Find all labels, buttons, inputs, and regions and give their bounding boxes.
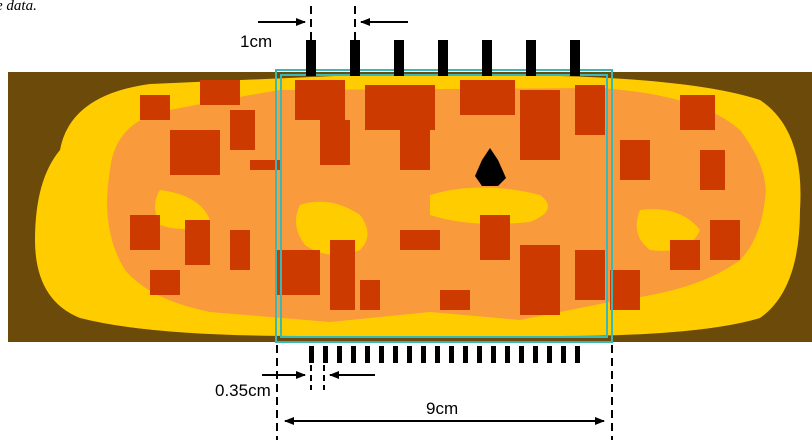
bottom-electrode bbox=[435, 346, 440, 363]
width-label: 9cm bbox=[426, 399, 458, 418]
bottom-electrode bbox=[323, 346, 328, 363]
bottom-electrode bbox=[491, 346, 496, 363]
bottom-electrode bbox=[407, 346, 412, 363]
bottom-spacing-label: 0.35cm bbox=[215, 381, 271, 400]
top-electrode bbox=[438, 40, 448, 76]
top-electrode bbox=[482, 40, 492, 76]
bottom-electrode bbox=[519, 346, 524, 363]
bottom-electrode bbox=[393, 346, 398, 363]
bottom-electrode bbox=[421, 346, 426, 363]
bottom-electrode bbox=[561, 346, 566, 363]
bottom-electrode bbox=[505, 346, 510, 363]
top-electrode bbox=[570, 40, 580, 76]
bottom-electrode bbox=[337, 346, 342, 363]
bottom-electrode bbox=[463, 346, 468, 363]
bottom-electrode bbox=[477, 346, 482, 363]
bottom-electrode bbox=[547, 346, 552, 363]
bottom-electrode bbox=[351, 346, 356, 363]
bottom-electrode bbox=[365, 346, 370, 363]
bottom-electrode bbox=[449, 346, 454, 363]
phantom-image bbox=[8, 72, 812, 342]
top-spacing-label: 1cm bbox=[240, 32, 272, 51]
top-electrode bbox=[350, 40, 360, 76]
red-patches bbox=[130, 80, 740, 315]
label-bg bbox=[238, 30, 282, 50]
top-electrode bbox=[526, 40, 536, 76]
bottom-electrode bbox=[575, 346, 580, 363]
caption-fragment: e data. bbox=[0, 0, 37, 14]
bottom-electrode bbox=[533, 346, 538, 363]
bottom-electrodes bbox=[309, 346, 580, 363]
bottom-electrode bbox=[379, 346, 384, 363]
top-electrodes bbox=[306, 40, 580, 76]
dimension-lines bbox=[258, 6, 613, 440]
top-electrode bbox=[394, 40, 404, 76]
bottom-electrode bbox=[309, 346, 314, 363]
top-electrode bbox=[306, 40, 316, 76]
dark-inclusion bbox=[475, 148, 506, 186]
